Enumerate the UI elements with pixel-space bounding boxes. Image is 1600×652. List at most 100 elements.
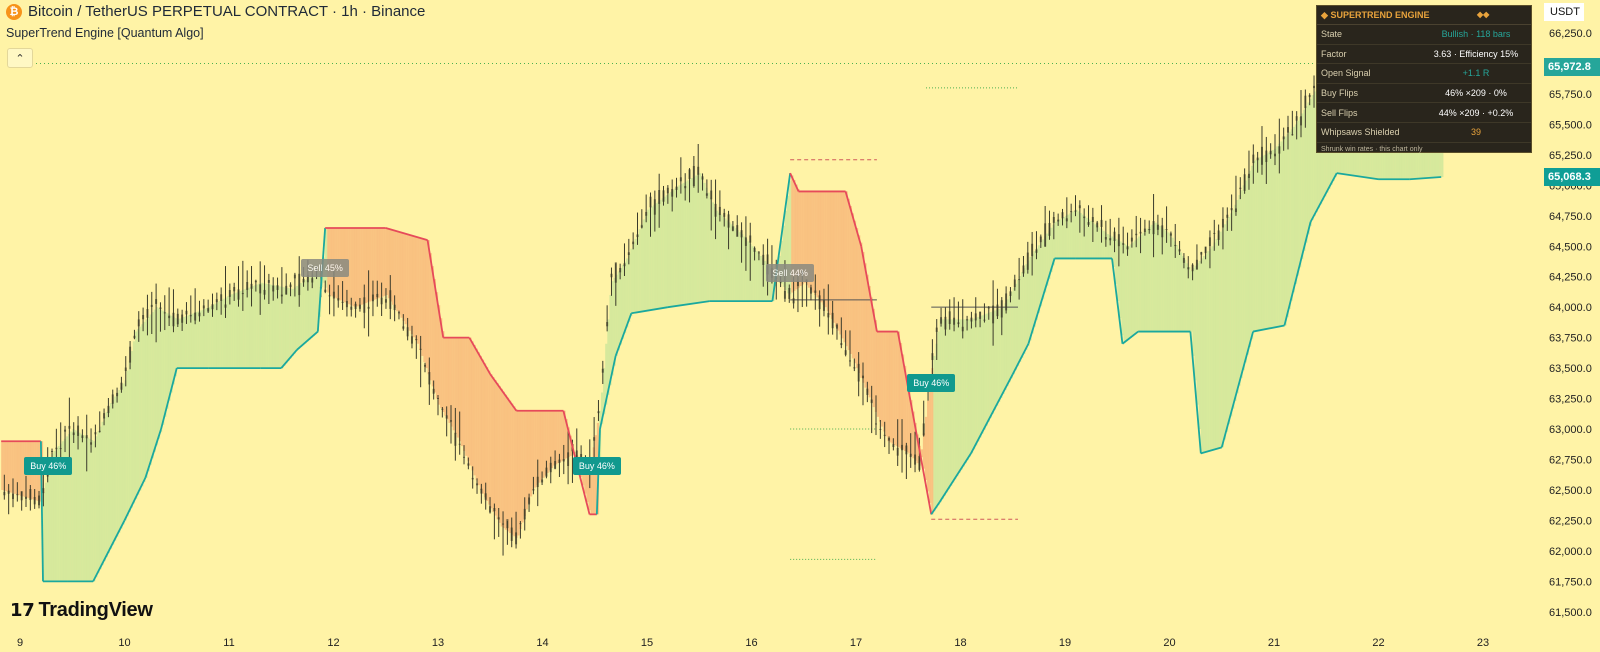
tradingview-logo[interactable]: 17 TradingView — [10, 599, 153, 622]
collapse-button[interactable]: ⌃ — [7, 48, 33, 68]
trend-fill-slice — [586, 463, 589, 502]
candle-body — [619, 267, 622, 273]
candle-body — [450, 420, 453, 422]
trend-fill-slice — [958, 319, 961, 473]
trend-fill-slice — [180, 317, 184, 369]
trend-fill-slice — [201, 309, 205, 369]
candle-body — [1083, 216, 1086, 219]
candle-body — [107, 405, 110, 414]
trend-fill-slice — [555, 410, 558, 465]
trend-fill-slice — [993, 310, 997, 410]
candle-body — [558, 459, 561, 463]
currency-unit: USDT — [1544, 3, 1584, 21]
candle-body — [241, 293, 244, 295]
candle-body — [623, 263, 626, 267]
trend-fill-slice — [542, 410, 545, 478]
candle-body — [463, 456, 466, 458]
supertrend-segment — [1220, 331, 1254, 448]
candle-body — [723, 212, 726, 217]
candle-body — [1113, 231, 1116, 241]
candle-body — [176, 313, 179, 325]
trend-fill-slice — [471, 341, 474, 471]
candle-body — [718, 206, 721, 216]
trend-fill-slice — [743, 236, 746, 302]
time-tick-label: 10 — [118, 637, 130, 649]
trend-fill-slice — [759, 256, 763, 302]
buy-signal-label[interactable]: Buy 46% — [24, 456, 73, 475]
candle-body — [762, 254, 765, 265]
trend-fill-slice — [1234, 204, 1237, 402]
candle-body — [432, 388, 435, 394]
trend-fill-slice — [674, 188, 677, 307]
buy-signal-label[interactable]: Buy 46% — [907, 373, 956, 392]
sell-signal-label[interactable]: Sell 45% — [301, 259, 350, 278]
trend-fill-slice — [1171, 237, 1174, 332]
candle-body — [597, 411, 600, 414]
supertrend-segment — [144, 428, 162, 479]
candle-body — [354, 303, 357, 310]
trend-fill-slice — [573, 452, 577, 454]
candle-body — [250, 283, 253, 289]
trend-fill-slice — [137, 329, 140, 495]
panel-row: Whipsaws Shielded 39 — [1317, 123, 1531, 143]
trend-fill-slice — [839, 191, 842, 335]
candle-body — [857, 363, 860, 382]
price-tick-label: 64,000.0 — [1549, 302, 1592, 314]
candle-body — [1295, 116, 1298, 121]
supertrend-segment — [860, 246, 878, 332]
trend-fill-slice — [1119, 241, 1122, 319]
trend-fill-slice — [916, 434, 919, 464]
candle-body — [1174, 244, 1177, 247]
trend-fill-slice — [536, 410, 539, 486]
trend-fill-slice — [642, 219, 646, 312]
trend-fill-slice — [816, 191, 819, 298]
trend-fill-slice — [557, 410, 560, 464]
indicator-title[interactable]: SuperTrend Engine [Quantum Algo] — [6, 26, 204, 40]
trend-fill-slice — [91, 440, 94, 582]
candle-body — [345, 301, 348, 308]
buy-signal-label[interactable]: Buy 46% — [572, 456, 621, 475]
trend-fill-slice — [872, 308, 875, 408]
trend-fill-slice — [70, 431, 73, 582]
price-tick-label: 64,250.0 — [1549, 272, 1592, 284]
trend-fill-slice — [943, 319, 946, 496]
trend-fill-slice — [797, 189, 800, 288]
trend-fill-slice — [369, 227, 372, 302]
trend-fill-slice — [1010, 291, 1013, 379]
candle-body — [207, 308, 210, 312]
symbol-title[interactable]: Bitcoin / TetherUS PERPETUAL CONTRACT · … — [28, 3, 426, 20]
trend-fill-slice — [1016, 279, 1020, 367]
sell-signal-label[interactable]: Sell 44% — [766, 264, 815, 283]
trend-fill-slice — [492, 377, 495, 512]
candle-body — [1044, 223, 1047, 247]
candle-body — [645, 211, 648, 216]
trend-fill-slice — [258, 283, 261, 369]
tradingview-icon: 17 — [10, 600, 35, 621]
trend-fill-slice — [496, 382, 499, 520]
trend-fill-slice — [268, 284, 271, 369]
trend-fill-slice — [753, 248, 756, 302]
candle-body — [85, 435, 88, 439]
trend-fill-slice — [1267, 152, 1270, 329]
candle-body — [606, 322, 609, 327]
trend-fill-slice — [78, 432, 81, 582]
trend-fill-slice — [285, 287, 288, 364]
trend-fill-slice — [155, 307, 159, 446]
trend-fill-slice — [1190, 270, 1193, 332]
candle-body — [948, 311, 951, 325]
trend-fill-slice — [795, 184, 798, 290]
trend-fill-slice — [283, 287, 286, 366]
trend-fill-slice — [1054, 221, 1057, 259]
trend-fill-slice — [617, 271, 620, 351]
trend-fill-slice — [448, 337, 451, 423]
trend-fill-slice — [105, 411, 108, 557]
candle-body — [1230, 208, 1233, 211]
candle-body — [714, 203, 717, 217]
candle-body — [1104, 237, 1107, 240]
trend-fill-slice — [20, 441, 23, 496]
trend-fill-slice — [883, 331, 886, 432]
trend-fill-slice — [722, 216, 725, 302]
trend-fill-slice — [511, 403, 514, 535]
trend-fill-slice — [1148, 226, 1151, 332]
